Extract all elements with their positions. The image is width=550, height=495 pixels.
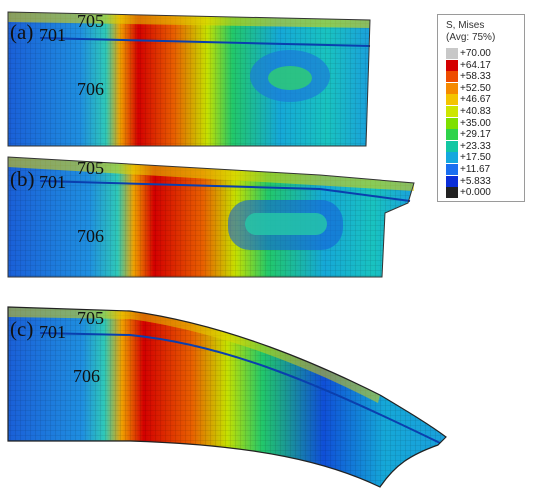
legend-tick-label: +17.50 bbox=[460, 152, 491, 164]
panel-a-label: (a) bbox=[10, 20, 34, 44]
legend-tick-label: +52.50 bbox=[460, 82, 491, 94]
part-706-label: 706 bbox=[77, 79, 104, 99]
legend-swatch bbox=[446, 82, 458, 94]
legend-tick-label: +0.000 bbox=[460, 187, 491, 199]
panel-b-label: (b) bbox=[10, 167, 35, 191]
legend-swatch bbox=[446, 48, 458, 59]
panel-a: (a) 701 705 706 bbox=[0, 8, 420, 148]
part-701-label: 701 bbox=[39, 322, 66, 342]
legend-tick-label: +40.83 bbox=[460, 106, 491, 117]
legend-swatch bbox=[446, 117, 458, 129]
legend-tick-label: +46.67 bbox=[460, 94, 491, 106]
legend-tick-label: +64.17 bbox=[460, 59, 491, 71]
panel-a-contour bbox=[7, 11, 371, 147]
legend-tick-label: +29.17 bbox=[460, 129, 491, 141]
legend-swatch bbox=[446, 106, 458, 117]
part-705-label: 705 bbox=[77, 11, 104, 31]
legend-swatch bbox=[446, 164, 458, 175]
panel-b-contour bbox=[7, 156, 415, 278]
legend-tick-label: +35.00 bbox=[460, 117, 491, 129]
legend-tick-label: +11.67 bbox=[460, 164, 491, 175]
panel-c-label: (c) bbox=[10, 317, 34, 341]
part-705-label: 705 bbox=[77, 158, 104, 178]
legend-swatch bbox=[446, 152, 458, 164]
legend-tick-label: +70.00 bbox=[460, 48, 491, 59]
legend-swatch bbox=[446, 129, 458, 141]
panel-b: (b) 701 705 706 bbox=[0, 155, 420, 295]
legend-tick-label: +5.833 bbox=[460, 175, 491, 187]
legend-swatch bbox=[446, 59, 458, 71]
legend-swatch bbox=[446, 71, 458, 83]
part-701-label: 701 bbox=[39, 172, 66, 192]
panel-c: (c) 701 705 706 bbox=[0, 305, 447, 493]
part-701-label: 701 bbox=[39, 25, 66, 45]
legend-swatch bbox=[446, 140, 458, 152]
legend-subtitle: (Avg: 75%) bbox=[446, 32, 496, 43]
legend-tick-label: +23.33 bbox=[460, 140, 491, 152]
legend-swatch bbox=[446, 175, 458, 187]
legend-swatch bbox=[446, 94, 458, 106]
part-706-label: 706 bbox=[73, 366, 100, 386]
legend-title: S, Mises bbox=[446, 20, 485, 31]
panel-c-contour bbox=[7, 306, 447, 488]
part-706-label: 706 bbox=[77, 226, 104, 246]
legend-tick-label: +58.33 bbox=[460, 71, 491, 83]
legend-swatch bbox=[446, 187, 458, 199]
part-705-label: 705 bbox=[77, 308, 104, 328]
stress-legend: S, Mises (Avg: 75%) +70.00 +64.17 +58.33 +5… bbox=[437, 14, 525, 202]
